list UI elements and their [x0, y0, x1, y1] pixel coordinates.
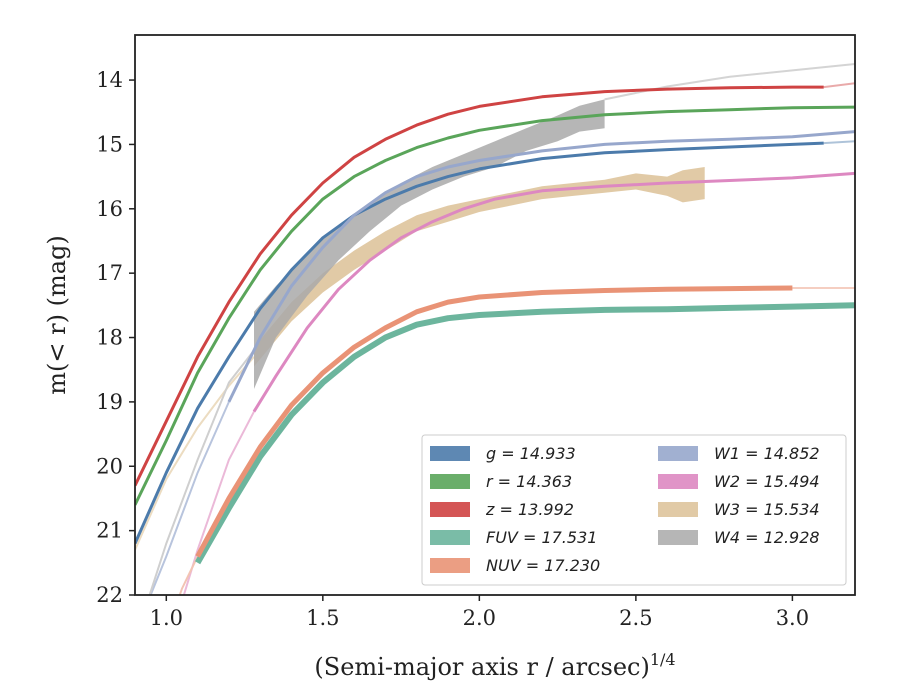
legend-label-r: r = 14.363 [486, 472, 572, 491]
plot-area [135, 63, 855, 595]
faint-extension-NUV [178, 555, 199, 595]
extension-W4 [604, 63, 855, 101]
legend-label-z: z = 13.992 [485, 500, 574, 519]
y-axis: 14 15 16 17 18 19 20 21 22 [96, 68, 135, 607]
extension-g [823, 140, 855, 145]
series-line-W1 [227, 130, 855, 403]
plot-frame [134, 34, 856, 596]
legend-box [421, 434, 847, 586]
legend-label-W3: W3 = 15.534 [714, 500, 820, 519]
x-tick-label: 2.0 [463, 606, 496, 630]
x-tick-label: 1.5 [306, 606, 339, 630]
y-tick-label: 20 [96, 454, 123, 478]
x-tick-label: 1.0 [150, 606, 183, 630]
legend-swatch-z [430, 502, 470, 517]
faint-extension-W2 [182, 411, 255, 595]
legend-label-W1: W1 = 14.852 [714, 444, 820, 463]
y-tick-label: 18 [96, 326, 123, 350]
legend-swatch-W3 [658, 502, 698, 517]
legend-swatch-g [430, 446, 470, 461]
faint-extension-W4 [148, 349, 255, 595]
legend-swatch-W4 [658, 530, 698, 545]
series-line-r [135, 105, 855, 506]
series-line-NUV [195, 285, 793, 558]
y-tick-label: 15 [96, 132, 123, 156]
y-tick-label: 21 [96, 519, 123, 543]
legend-swatch-r [430, 474, 470, 489]
band-W3 [254, 167, 705, 367]
y-tick-label: 19 [96, 390, 123, 414]
x-axis-label: (Semi-major axis r / arcsec)1/4 [314, 650, 675, 681]
x-axis-label-text: (Semi-major axis r / arcsec) [314, 653, 649, 681]
legend-label-W2: W2 = 15.494 [714, 472, 820, 491]
legend-swatch-FUV [430, 530, 470, 545]
series-line-z [135, 85, 824, 487]
legend-swatch-NUV [430, 558, 470, 573]
y-tick-label: 22 [96, 583, 123, 607]
x-axis: 1.0 1.5 2.0 2.5 3.0 [150, 595, 809, 630]
legend-swatch-W1 [658, 446, 698, 461]
extension-z [823, 82, 855, 89]
y-axis-label: m(< r) (mag) [43, 235, 71, 394]
y-tick-label: 14 [96, 68, 123, 92]
legend-label-g: g = 14.933 [486, 444, 576, 463]
legend: g = 14.933 r = 14.363 z = 13.992 FUV = 17.5… [421, 434, 847, 586]
legend-label-NUV: NUV = 17.230 [486, 556, 600, 575]
faint-extension-W1 [149, 401, 230, 595]
legend-label-W4: W4 = 12.928 [714, 528, 820, 547]
x-tick-label: 3.0 [776, 606, 809, 630]
x-tick-label: 2.5 [619, 606, 652, 630]
series-line-W2 [252, 171, 855, 413]
faint-extension-W3 [135, 356, 255, 551]
y-tick-label: 16 [96, 197, 123, 221]
legend-swatch-W2 [658, 474, 698, 489]
y-tick-label: 17 [96, 261, 123, 285]
x-axis-label-exponent: 1/4 [650, 650, 676, 669]
series-line-FUV [194, 302, 855, 565]
legend-label-FUV: FUV = 17.531 [486, 528, 597, 547]
series-line-g [135, 141, 824, 545]
